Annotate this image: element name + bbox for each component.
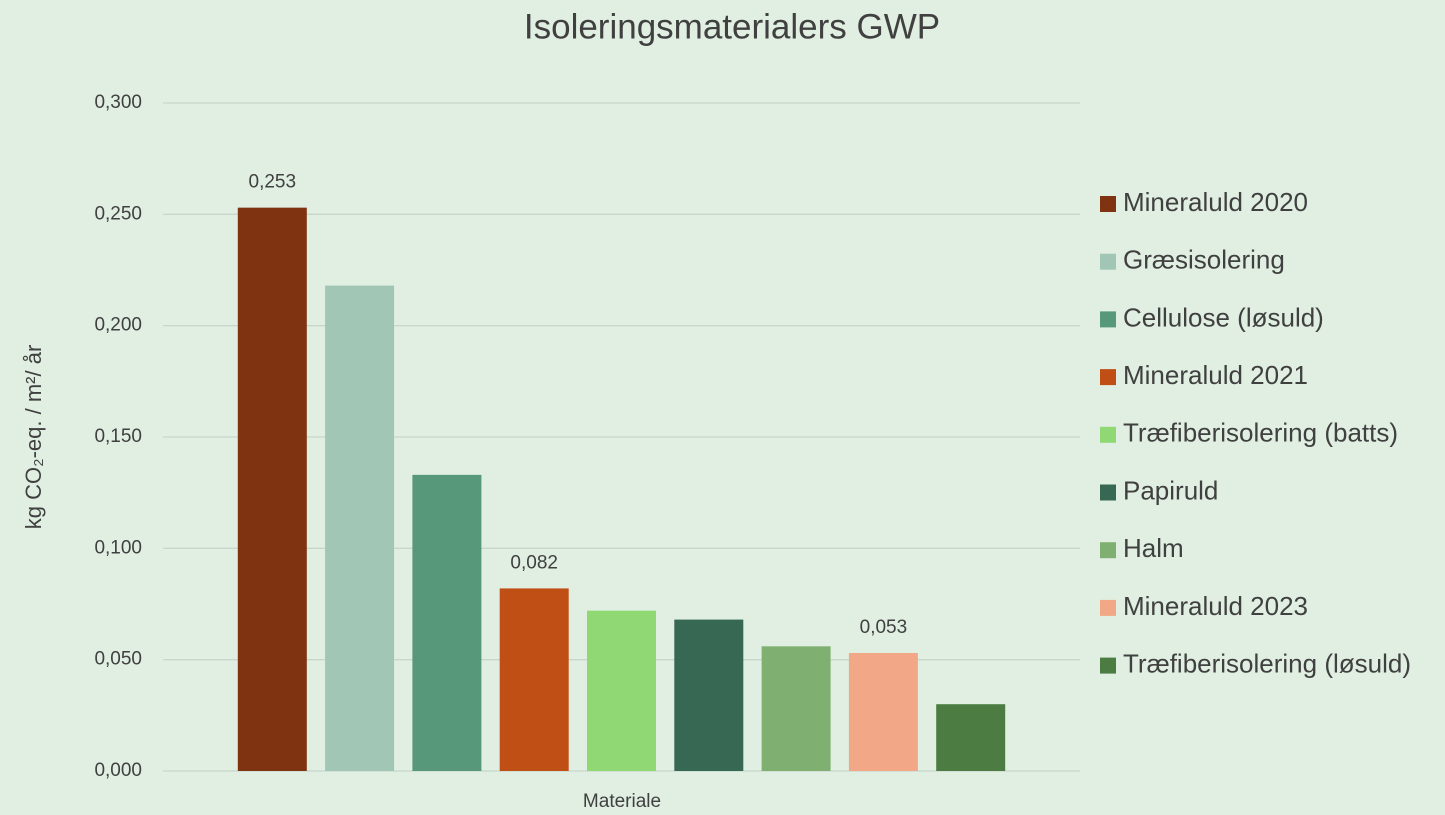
legend-swatch — [1100, 369, 1116, 386]
legend-swatch — [1100, 253, 1116, 270]
y-tick-label: 0,250 — [94, 203, 142, 224]
y-tick-label: 0,150 — [94, 426, 142, 447]
bar — [237, 207, 307, 772]
legend-swatch — [1100, 426, 1116, 443]
legend-label: Græsisolering — [1123, 245, 1285, 275]
data-label: 0,053 — [860, 617, 908, 638]
legend-label: Mineraluld 2023 — [1123, 591, 1308, 621]
legend-swatch — [1100, 196, 1116, 212]
y-axis-label: kg CO₂-eq. / m²/ år — [21, 345, 46, 530]
legend-label: Træfiberisolering (batts) — [1123, 418, 1398, 448]
legend-label: Halm — [1123, 533, 1184, 563]
bar — [587, 610, 656, 771]
bar — [674, 619, 744, 771]
legend-swatch — [1100, 484, 1116, 501]
bar — [499, 588, 569, 771]
legend-swatch — [1100, 311, 1116, 328]
y-tick-label: 0,100 — [94, 537, 142, 558]
bar — [412, 474, 482, 771]
data-label: 0,253 — [249, 172, 297, 193]
chart-title: Isoleringsmaterialers GWP — [524, 7, 940, 46]
legend-label: Træfiberisolering (løsuld) — [1123, 648, 1411, 678]
legend-swatch — [1100, 657, 1116, 674]
legend-label: Mineraluld 2020 — [1123, 187, 1308, 217]
bar — [325, 285, 395, 771]
legend-swatch — [1100, 599, 1116, 616]
bar — [761, 646, 831, 771]
data-label: 0,082 — [510, 552, 558, 573]
y-tick-label: 0,200 — [94, 315, 142, 336]
legend-label: Papiruld — [1123, 475, 1218, 505]
y-tick-label: 0,000 — [94, 760, 142, 781]
legend-swatch — [1100, 542, 1116, 559]
y-tick-label: 0,050 — [94, 649, 142, 670]
bar — [848, 652, 918, 771]
legend-label: Cellulose (løsuld) — [1123, 302, 1324, 332]
y-tick-label: 0,300 — [94, 92, 142, 113]
x-axis-label: Materiale — [583, 791, 661, 812]
legend-label: Mineraluld 2021 — [1123, 360, 1308, 390]
bar — [936, 704, 1006, 771]
